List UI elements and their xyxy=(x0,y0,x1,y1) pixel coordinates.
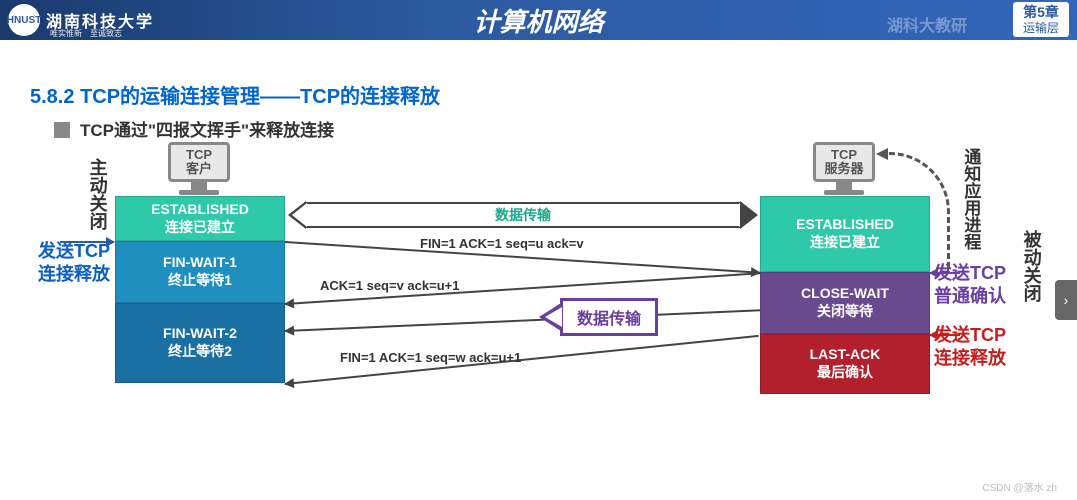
section-subtitle: TCP通过"四报文挥手"来释放连接 xyxy=(54,116,334,141)
server-computer-icon: TCP服务器 xyxy=(813,142,875,195)
state-server-lastack: LAST-ACK 最后确认 xyxy=(760,334,930,394)
right-send-fin-stub xyxy=(930,334,960,336)
chapter-number: 第5章 xyxy=(1023,4,1059,21)
watermark: 湖科大教研 xyxy=(887,12,967,36)
server-label-2: 服务器 xyxy=(816,162,872,176)
next-slide-button[interactable]: › xyxy=(1055,280,1077,320)
right-send-ack-stub xyxy=(930,272,960,274)
client-computer-icon: TCP客户 xyxy=(168,142,230,195)
notify-arc xyxy=(880,152,950,272)
state-client-established: ESTABLISHED 连接已建立 xyxy=(115,196,285,241)
data-transfer-arrow: 数据传输 xyxy=(304,202,742,228)
data-transfer-label: 数据传输 xyxy=(495,207,551,223)
state-client-finwait1: FIN-WAIT-1 终止等待1 xyxy=(115,241,285,303)
university-slogan: 唯实惟新 至诚致志 xyxy=(50,28,122,39)
right-send-ack-label: 发送TCP普通确认 xyxy=(934,262,1006,309)
passive-close-label: 被动关闭 xyxy=(1020,230,1042,302)
section-title: 5.8.2 TCP的运输连接管理——TCP的连接释放 xyxy=(30,80,440,109)
chapter-name: 运输层 xyxy=(1023,21,1059,35)
tcp-release-diagram: 主动关闭 被动关闭 通知应用进程 TCP客户 TCP服务器 ESTABLISHE… xyxy=(0,140,1077,490)
notify-app-label: 通知应用进程 xyxy=(960,148,980,250)
active-close-label: 主动关闭 xyxy=(86,158,108,230)
university-logo: HNUST xyxy=(8,4,40,36)
chapter-box: 第5章 运输层 xyxy=(1013,2,1069,37)
msg2-label: ACK=1 seq=v ack=u+1 xyxy=(320,278,459,293)
state-client-finwait2: FIN-WAIT-2 终止等待2 xyxy=(115,303,285,383)
slide-header: HNUST 湖南科技大学 唯实惟新 至诚致志 计算机网络 湖科大教研 第5章 运… xyxy=(0,0,1077,40)
course-title: 计算机网络 xyxy=(473,2,603,39)
left-send-fin-stub xyxy=(60,241,114,243)
server-label-1: TCP xyxy=(816,148,872,162)
left-send-fin-label: 发送TCP连接释放 xyxy=(4,240,110,287)
client-label-2: 客户 xyxy=(171,162,227,176)
state-server-closewait: CLOSE-WAIT 关闭等待 xyxy=(760,272,930,334)
data-oneway-arrow xyxy=(285,309,761,332)
msg3-label: FIN=1 ACK=1 seq=w ack=u+1 xyxy=(340,350,521,365)
data-callout: 数据传输 xyxy=(560,298,658,336)
client-label-1: TCP xyxy=(171,148,227,162)
right-send-fin-label: 发送TCP连接释放 xyxy=(934,324,1006,371)
msg1-label: FIN=1 ACK=1 seq=u ack=v xyxy=(420,236,584,251)
csdn-watermark: CSDN @落水 zh xyxy=(982,479,1057,494)
